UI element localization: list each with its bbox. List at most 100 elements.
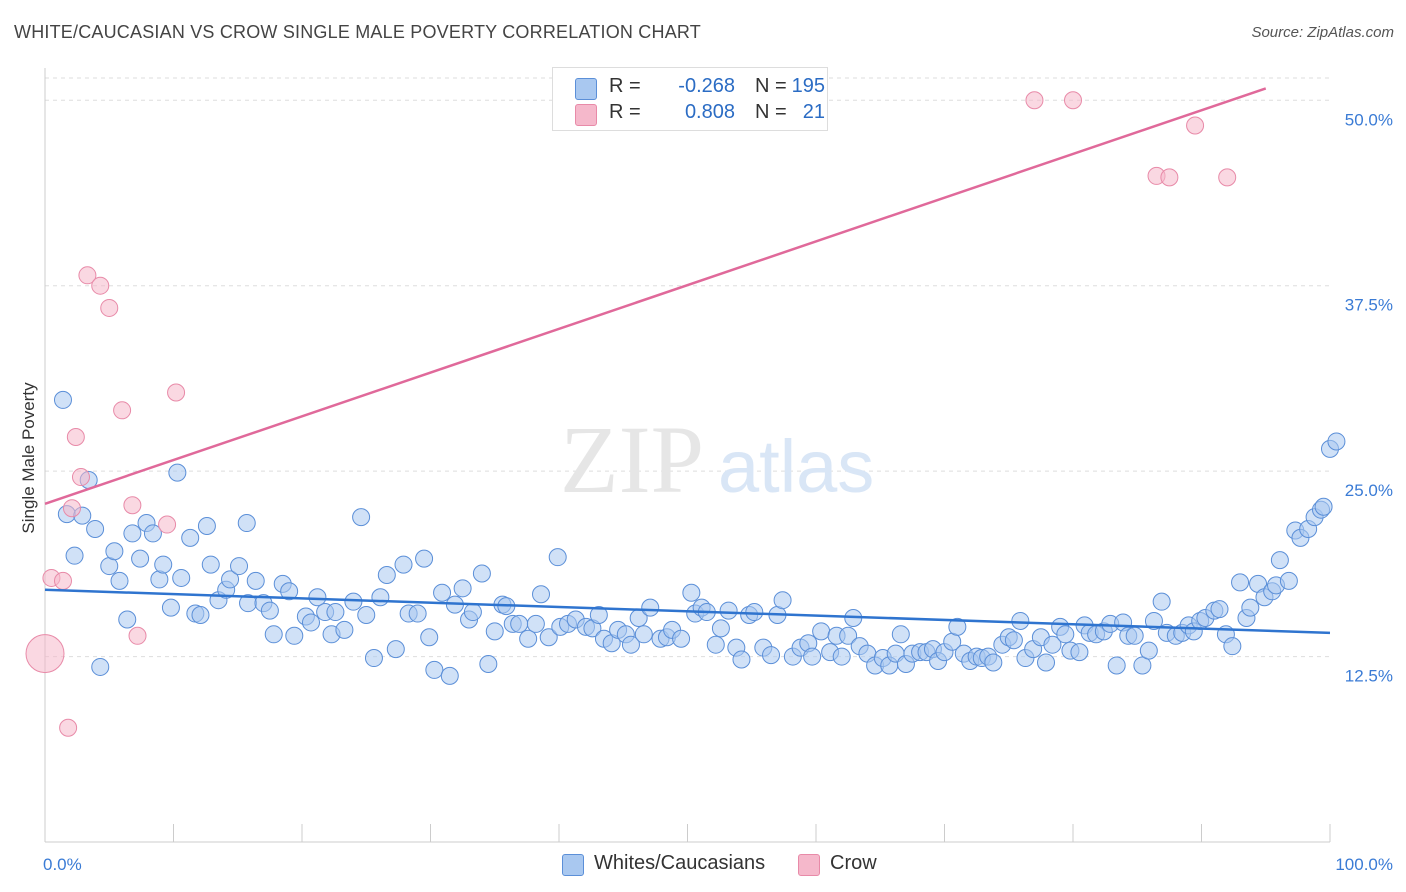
watermark-atlas: atlas bbox=[718, 425, 874, 508]
bottom-legend-swatch-pink bbox=[798, 854, 820, 876]
data-point-whites bbox=[1011, 611, 1030, 630]
data-point-whites bbox=[143, 524, 162, 543]
data-point-whites bbox=[711, 619, 730, 638]
y-tick-label: 37.5% bbox=[1345, 296, 1393, 315]
data-point-whites bbox=[1314, 497, 1333, 516]
data-point-whites bbox=[357, 606, 376, 625]
data-point-whites bbox=[526, 614, 545, 633]
data-point-whites bbox=[803, 647, 822, 666]
axes bbox=[44, 68, 1331, 843]
bottom-legend-label: Whites/Caucasians bbox=[594, 852, 766, 874]
data-point-whites bbox=[463, 603, 482, 622]
data-point-whites bbox=[181, 528, 200, 547]
watermark: ZIP atlas bbox=[560, 406, 874, 513]
data-point-whites bbox=[548, 548, 567, 567]
data-point-whites bbox=[672, 629, 691, 648]
data-point-crow bbox=[100, 298, 119, 317]
data-point-whites bbox=[532, 585, 551, 604]
data-point-whites bbox=[53, 390, 72, 409]
data-point-whites bbox=[472, 564, 491, 583]
data-point-whites bbox=[131, 549, 150, 568]
data-point-whites bbox=[344, 592, 363, 611]
trend-line-crow bbox=[44, 87, 1267, 505]
data-point-whites bbox=[420, 628, 439, 647]
data-point-whites bbox=[123, 524, 142, 543]
data-point-whites bbox=[479, 654, 498, 673]
legend-n-value: 21 bbox=[802, 101, 825, 123]
data-point-whites bbox=[1279, 571, 1298, 590]
data-point-whites bbox=[86, 519, 105, 538]
data-point-whites bbox=[1144, 611, 1163, 630]
data-point-whites bbox=[352, 508, 371, 527]
data-point-whites bbox=[280, 582, 299, 601]
data-point-whites bbox=[168, 463, 187, 482]
legend-r-label: R = bbox=[609, 75, 641, 97]
data-point-whites bbox=[948, 617, 967, 636]
legend-r-value: 0.808 bbox=[684, 101, 735, 123]
data-point-whites bbox=[1223, 637, 1242, 656]
tick-labels: 12.5% 25.0% 37.5% 50.0% 0.0% 100.0% bbox=[43, 110, 1393, 874]
data-point-whites bbox=[984, 653, 1003, 672]
data-point-whites bbox=[1133, 656, 1152, 675]
legend-n-value: 195 bbox=[791, 75, 825, 97]
data-point-whites bbox=[641, 598, 660, 617]
trend-lines bbox=[44, 87, 1331, 635]
legend-n-label: N = bbox=[755, 101, 787, 123]
data-point-whites bbox=[394, 555, 413, 574]
data-point-whites bbox=[425, 660, 444, 679]
data-point-crow bbox=[91, 276, 110, 295]
data-point-whites bbox=[150, 570, 169, 589]
data-point-whites bbox=[510, 614, 529, 633]
data-point-whites bbox=[1070, 643, 1089, 662]
data-point-whites bbox=[377, 565, 396, 584]
data-point-crow bbox=[53, 571, 72, 590]
data-point-whites bbox=[485, 622, 504, 641]
data-point-crow bbox=[158, 515, 177, 534]
y-tick-label: 12.5% bbox=[1345, 667, 1393, 686]
data-point-whites bbox=[110, 571, 129, 590]
data-point-whites bbox=[1210, 600, 1229, 619]
legend-swatch-blue bbox=[575, 78, 597, 100]
data-point-whites bbox=[308, 588, 327, 607]
data-point-whites bbox=[1125, 626, 1144, 645]
series-whites-points bbox=[53, 390, 1346, 685]
data-point-whites bbox=[1152, 592, 1171, 611]
trend-line-whites bbox=[44, 588, 1331, 635]
data-point-whites bbox=[161, 598, 180, 617]
data-point-crow bbox=[1160, 168, 1179, 187]
data-point-whites bbox=[706, 635, 725, 654]
data-point-whites bbox=[1241, 598, 1260, 617]
y-tick-label: 50.0% bbox=[1345, 110, 1393, 129]
data-point-whites bbox=[812, 622, 831, 641]
data-point-whites bbox=[221, 570, 240, 589]
data-point-whites bbox=[335, 620, 354, 639]
x-tick-label: 100.0% bbox=[1335, 855, 1393, 874]
data-point-whites bbox=[65, 546, 84, 565]
data-point-whites bbox=[745, 603, 764, 622]
data-point-whites bbox=[1139, 641, 1158, 660]
data-point-crow bbox=[1025, 91, 1044, 110]
data-point-whites bbox=[118, 610, 137, 629]
data-point-crow bbox=[113, 401, 132, 420]
series-crow-points bbox=[25, 91, 1237, 737]
data-point-whites bbox=[408, 604, 427, 623]
data-point-whites bbox=[415, 549, 434, 568]
x-tick-label: 0.0% bbox=[43, 855, 82, 874]
data-point-whites bbox=[519, 629, 538, 648]
data-point-crow bbox=[123, 496, 142, 515]
data-point-whites bbox=[1043, 635, 1062, 654]
data-point-whites bbox=[91, 657, 110, 676]
y-axis-label: Single Male Poverty bbox=[19, 382, 38, 534]
data-point-crow bbox=[59, 718, 78, 737]
watermark-zip: ZIP bbox=[560, 406, 704, 513]
data-point-whites bbox=[191, 606, 210, 625]
y-tick-label: 25.0% bbox=[1345, 481, 1393, 500]
data-point-whites bbox=[260, 601, 279, 620]
data-point-whites bbox=[172, 568, 191, 587]
data-point-crow bbox=[25, 634, 65, 674]
data-point-crow bbox=[167, 383, 186, 402]
data-point-whites bbox=[386, 640, 405, 659]
data-point-crow bbox=[66, 428, 85, 447]
data-point-whites bbox=[891, 625, 910, 644]
